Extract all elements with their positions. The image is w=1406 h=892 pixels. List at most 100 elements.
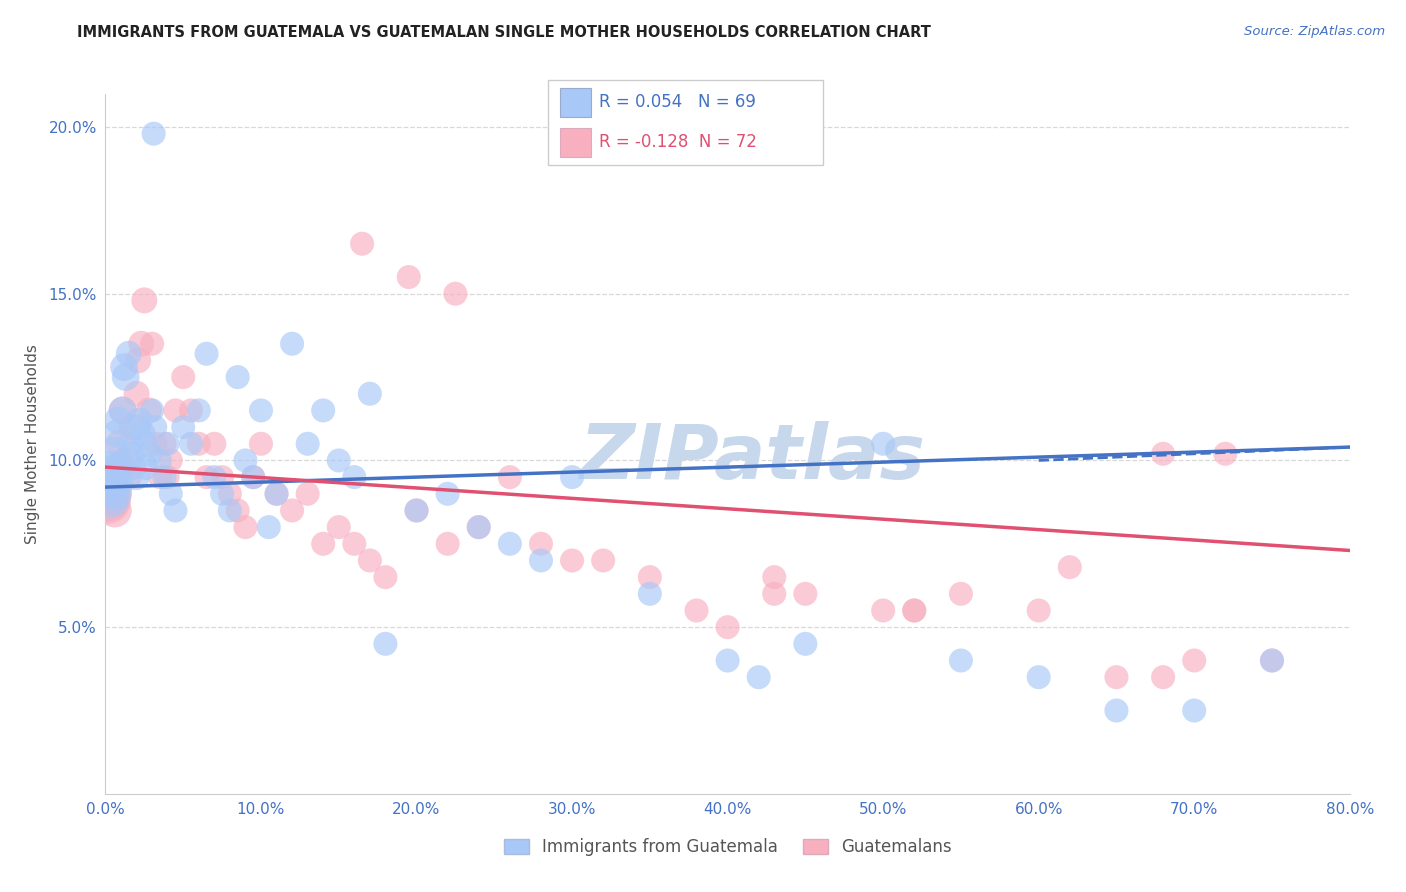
Point [530, 553, 553, 567]
Point [717, 653, 740, 667]
Point [118, 347, 141, 361]
Text: Source: ZipAtlas.com: Source: ZipAtlas.com [1244, 25, 1385, 38]
Point [328, 453, 350, 467]
Point [114, 370, 136, 384]
Point [328, 520, 350, 534]
Point [122, 460, 145, 475]
Point [105, 426, 128, 441]
Point [1152, 670, 1174, 684]
Point [374, 637, 396, 651]
Point [949, 653, 972, 667]
Point [794, 637, 817, 651]
Point [219, 503, 242, 517]
Point [98, 460, 121, 475]
Point [638, 587, 661, 601]
Point [153, 436, 176, 450]
Point [103, 470, 125, 484]
Point [436, 487, 458, 501]
Point [1028, 603, 1050, 617]
Point [872, 603, 894, 617]
Point [125, 386, 148, 401]
Point [108, 436, 131, 450]
Point [1261, 653, 1284, 667]
Point [104, 487, 127, 501]
Point [250, 403, 273, 417]
Point [96, 493, 118, 508]
Point [165, 503, 187, 517]
Point [343, 537, 366, 551]
Point [281, 503, 304, 517]
Point [467, 520, 491, 534]
Point [118, 470, 141, 484]
Text: ZIPatlas: ZIPatlas [579, 421, 925, 495]
Point [98, 470, 121, 484]
Point [242, 470, 264, 484]
Point [949, 587, 972, 601]
Point [111, 403, 134, 417]
Point [499, 537, 522, 551]
Point [172, 420, 194, 434]
Point [202, 470, 225, 484]
Point [156, 470, 179, 484]
Point [135, 460, 157, 475]
Point [120, 436, 142, 450]
Point [107, 487, 129, 501]
Point [149, 470, 172, 484]
Point [763, 570, 786, 584]
Text: IMMIGRANTS FROM GUATEMALA VS GUATEMALAN SINGLE MOTHER HOUSEHOLDS CORRELATION CHA: IMMIGRANTS FROM GUATEMALA VS GUATEMALAN … [77, 25, 931, 40]
Point [1105, 670, 1128, 684]
Point [149, 453, 172, 467]
Point [374, 570, 396, 584]
Point [763, 587, 786, 601]
Point [1215, 447, 1237, 461]
Point [138, 447, 160, 461]
Point [872, 436, 894, 450]
Point [1028, 670, 1050, 684]
Point [748, 670, 770, 684]
Point [398, 270, 420, 285]
Point [159, 487, 181, 501]
Point [132, 426, 155, 441]
Point [717, 620, 740, 634]
Point [1059, 560, 1081, 574]
Point [110, 460, 132, 475]
Point [685, 603, 707, 617]
Point [436, 537, 458, 551]
Point [156, 436, 179, 450]
Point [352, 236, 374, 251]
Point [134, 293, 156, 308]
Point [114, 453, 136, 467]
Point [125, 470, 148, 484]
Point [142, 127, 165, 141]
Point [219, 487, 242, 501]
Point [297, 487, 319, 501]
Point [187, 436, 209, 450]
Point [195, 470, 218, 484]
Point [172, 370, 194, 384]
Point [297, 436, 319, 450]
Point [903, 603, 925, 617]
Point [100, 493, 122, 508]
Point [134, 436, 156, 450]
Point [100, 480, 122, 494]
Point [103, 470, 125, 484]
Point [312, 537, 335, 551]
Point [159, 453, 181, 467]
Point [107, 413, 129, 427]
Point [226, 503, 249, 517]
Point [128, 413, 150, 427]
Point [1261, 653, 1284, 667]
Point [141, 403, 163, 417]
Point [105, 460, 128, 475]
Point [1105, 704, 1128, 718]
Point [111, 403, 134, 417]
Text: R = 0.054   N = 69: R = 0.054 N = 69 [599, 93, 756, 111]
Point [127, 420, 149, 434]
Point [195, 347, 218, 361]
Point [235, 453, 257, 467]
Point [103, 447, 125, 461]
Point [638, 570, 661, 584]
Point [165, 403, 187, 417]
Point [530, 537, 553, 551]
Point [187, 403, 209, 417]
